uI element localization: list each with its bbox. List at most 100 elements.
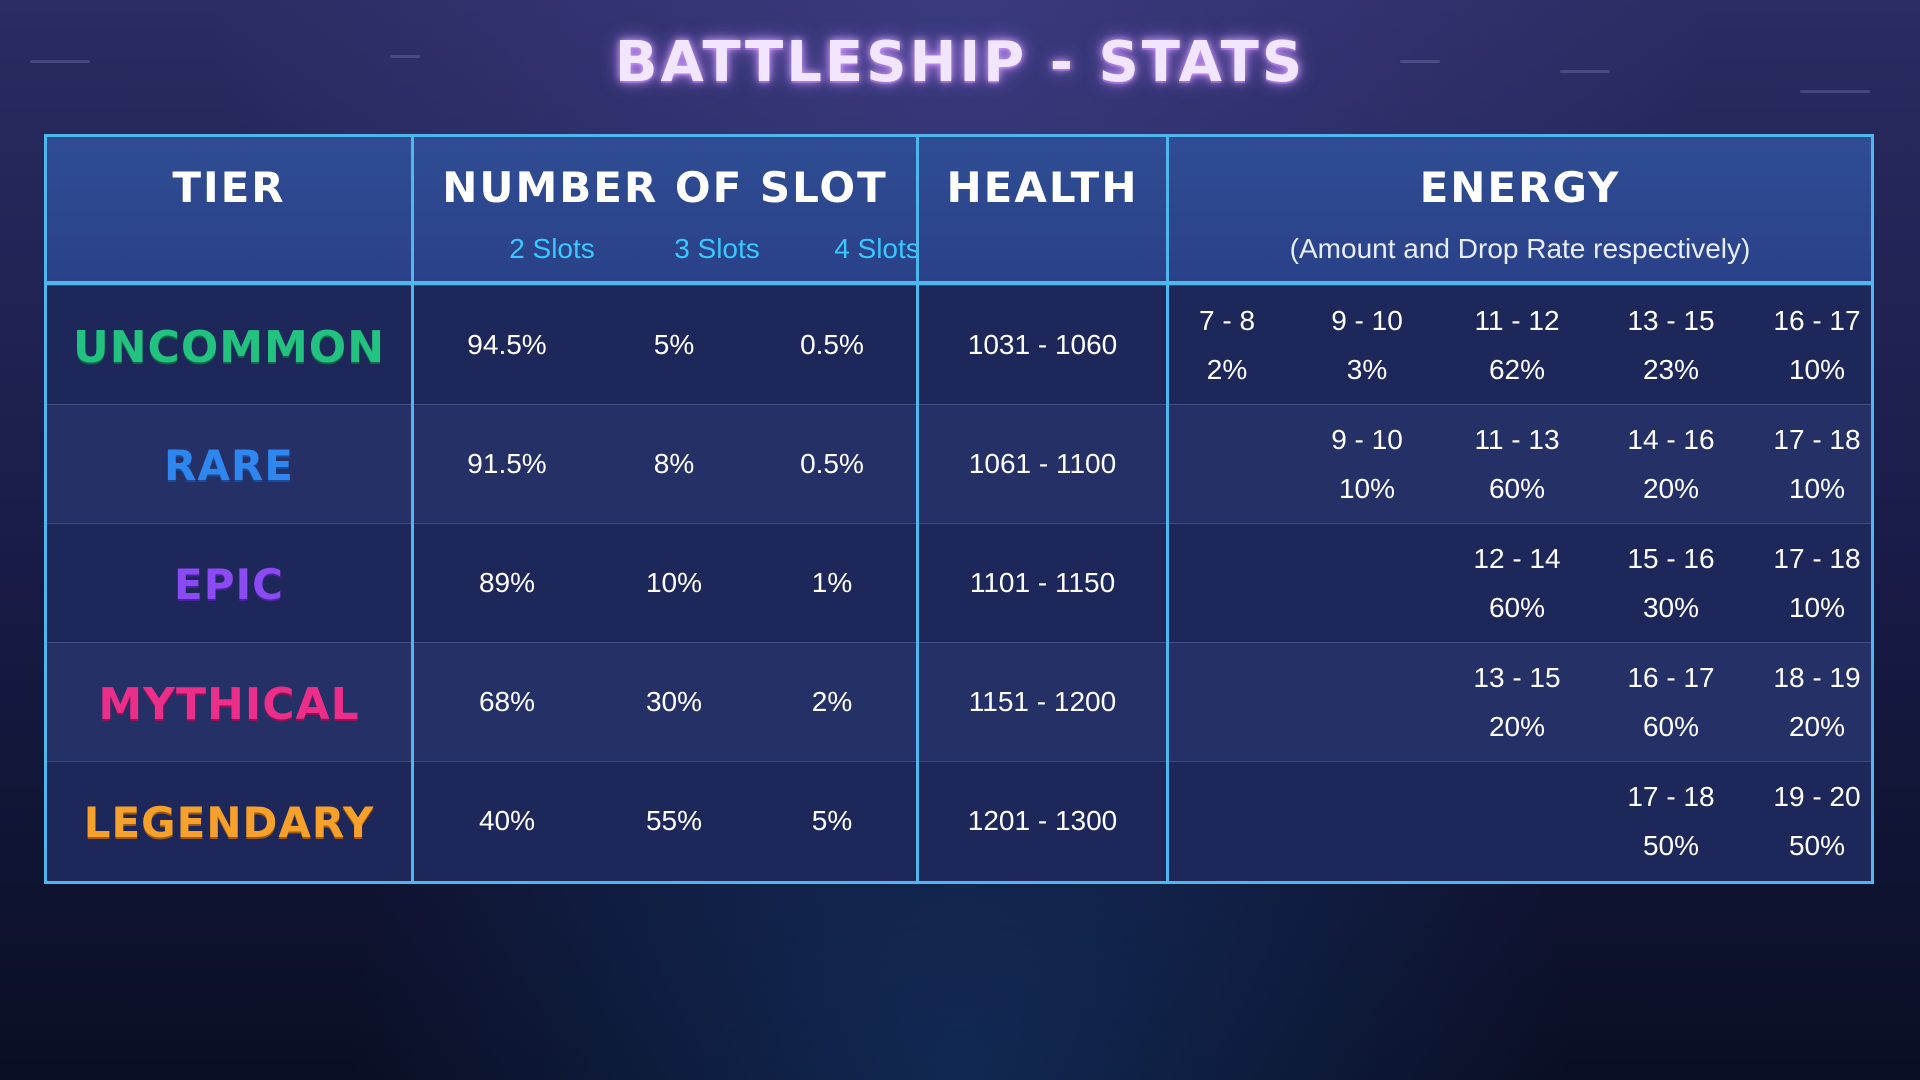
header-health: HEALTH xyxy=(946,163,1139,212)
page-title: BATTLESHIP - STATS xyxy=(614,30,1306,95)
energy-drop-rate: 60% xyxy=(1488,592,1546,623)
energy-entry: 11 - 13 60% xyxy=(1447,415,1587,513)
energy-amount: 9 - 10 xyxy=(1331,305,1403,336)
energy-drop-rate: 10% xyxy=(1788,354,1846,385)
energy-entry: 9 - 10 3% xyxy=(1297,296,1437,394)
health-range: 1031 - 1060 xyxy=(967,329,1118,360)
table-row: MYTHICAL 68% 30% 2% 1151 - 1200 13 - 15 20% 16 … xyxy=(47,642,1871,761)
energy-amount: 17 - 18 xyxy=(1773,543,1861,574)
slot-3-rate: 5% xyxy=(653,329,695,360)
energy-drop-rate: 20% xyxy=(1788,711,1846,742)
slot-3-rate: 30% xyxy=(645,686,703,717)
energy-entry: 16 - 17 10% xyxy=(1747,296,1887,394)
energy-entry: 15 - 16 30% xyxy=(1601,534,1741,632)
energy-amount: 17 - 18 xyxy=(1773,424,1861,455)
energy-amount: 11 - 13 xyxy=(1474,424,1560,455)
energy-amount: 17 - 18 xyxy=(1627,781,1715,812)
background-light-streak xyxy=(390,55,420,58)
tier-name: UNCOMMON xyxy=(72,322,386,373)
slot-3-rate: 8% xyxy=(653,448,695,479)
slot-4-rate: 2% xyxy=(811,686,853,717)
energy-drop-rate: 30% xyxy=(1642,592,1700,623)
energy-entry: 17 - 18 10% xyxy=(1747,415,1887,513)
slot-4-rate: 1% xyxy=(811,567,853,598)
column-divider xyxy=(411,137,414,881)
energy-drop-rate: 20% xyxy=(1488,711,1546,742)
energy-amount: 11 - 12 xyxy=(1474,305,1560,336)
health-range: 1101 - 1150 xyxy=(969,567,1116,598)
background-light-streak xyxy=(1800,90,1870,93)
slot-2-rate: 89% xyxy=(478,567,536,598)
background-light-streak xyxy=(30,60,90,63)
tier-name: RARE xyxy=(164,441,294,490)
table-row: UNCOMMON 94.5% 5% 0.5% 1031 - 1060 7 - 8 2% 9 -… xyxy=(47,285,1871,404)
tier-name: EPIC xyxy=(174,560,284,609)
stats-table: TIER NUMBER OF SLOT 2 Slots 3 Slots 4 Sl… xyxy=(44,134,1874,884)
header-slot-2: 2 Slots xyxy=(509,233,595,264)
energy-drop-rate: 23% xyxy=(1642,354,1700,385)
table-header: TIER NUMBER OF SLOT 2 Slots 3 Slots 4 Sl… xyxy=(47,137,1871,285)
energy-drop-rate: 60% xyxy=(1642,711,1700,742)
energy-entry: 13 - 15 23% xyxy=(1601,296,1741,394)
energy-amount: 16 - 17 xyxy=(1773,305,1861,336)
energy-entry: 14 - 16 20% xyxy=(1601,415,1741,513)
table-row: RARE 91.5% 8% 0.5% 1061 - 1100 9 - 10 10% 11 - … xyxy=(47,404,1871,523)
energy-amount: 13 - 15 xyxy=(1473,662,1561,693)
slot-4-rate: 5% xyxy=(811,805,853,836)
energy-entry: 19 - 20 50% xyxy=(1747,772,1887,870)
energy-amount: 7 - 8 xyxy=(1198,305,1256,336)
health-range: 1151 - 1200 xyxy=(968,686,1117,717)
energy-entry: 17 - 18 10% xyxy=(1747,534,1887,632)
energy-drop-rate: 10% xyxy=(1338,473,1396,504)
energy-amount: 9 - 10 xyxy=(1331,424,1403,455)
column-divider xyxy=(916,137,919,881)
health-range: 1201 - 1300 xyxy=(967,805,1118,836)
energy-entry: 11 - 12 62% xyxy=(1447,296,1587,394)
energy-drop-rate: 10% xyxy=(1788,592,1846,623)
header-tier: TIER xyxy=(172,163,286,212)
slot-3-rate: 10% xyxy=(645,567,703,598)
background-light-streak xyxy=(1400,60,1440,63)
energy-entry: 9 - 10 10% xyxy=(1297,415,1437,513)
energy-drop-rate: 50% xyxy=(1642,830,1700,861)
energy-drop-rate: 50% xyxy=(1788,830,1846,861)
energy-amount: 13 - 15 xyxy=(1627,305,1715,336)
energy-entry: 7 - 8 2% xyxy=(1157,296,1297,394)
energy-entry: 13 - 15 20% xyxy=(1447,653,1587,751)
header-slot-3: 3 Slots xyxy=(674,233,760,264)
energy-entry: 17 - 18 50% xyxy=(1601,772,1741,870)
energy-amount: 16 - 17 xyxy=(1627,662,1715,693)
energy-drop-rate: 2% xyxy=(1206,354,1248,385)
energy-drop-rate: 3% xyxy=(1346,354,1388,385)
slot-2-rate: 94.5% xyxy=(467,329,547,360)
header-energy: ENERGY xyxy=(1419,163,1621,212)
table-row: EPIC 89% 10% 1% 1101 - 1150 12 - 14 60% 15 - 16… xyxy=(47,523,1871,642)
slot-2-rate: 91.5% xyxy=(467,448,547,479)
energy-amount: 12 - 14 xyxy=(1473,543,1561,574)
background-light-streak xyxy=(1560,70,1610,73)
slot-4-rate: 0.5% xyxy=(800,448,864,479)
header-energy-note: (Amount and Drop Rate respectively) xyxy=(1289,233,1751,264)
header-number-of-slot: NUMBER OF SLOT xyxy=(442,163,888,212)
slot-3-rate: 55% xyxy=(645,805,703,836)
column-divider xyxy=(1166,137,1169,881)
table-row: LEGENDARY 40% 55% 5% 1201 - 1300 17 - 18 50% 19… xyxy=(47,761,1871,880)
energy-amount: 15 - 16 xyxy=(1627,543,1715,574)
energy-amount: 14 - 16 xyxy=(1627,424,1715,455)
health-range: 1061 - 1100 xyxy=(968,448,1117,479)
slot-2-rate: 68% xyxy=(478,686,536,717)
energy-entry: 12 - 14 60% xyxy=(1447,534,1587,632)
tier-name: MYTHICAL xyxy=(98,679,360,730)
energy-drop-rate: 62% xyxy=(1488,354,1546,385)
energy-amount: 18 - 19 xyxy=(1773,662,1861,693)
energy-drop-rate: 20% xyxy=(1642,473,1700,504)
header-slot-4: 4 Slots xyxy=(834,233,920,264)
energy-drop-rate: 10% xyxy=(1788,473,1846,504)
tier-name: LEGENDARY xyxy=(83,798,375,847)
slot-2-rate: 40% xyxy=(478,805,536,836)
energy-entry: 18 - 19 20% xyxy=(1747,653,1887,751)
slot-4-rate: 0.5% xyxy=(800,329,864,360)
energy-drop-rate: 60% xyxy=(1488,473,1546,504)
energy-amount: 19 - 20 xyxy=(1773,781,1861,812)
energy-entry: 16 - 17 60% xyxy=(1601,653,1741,751)
